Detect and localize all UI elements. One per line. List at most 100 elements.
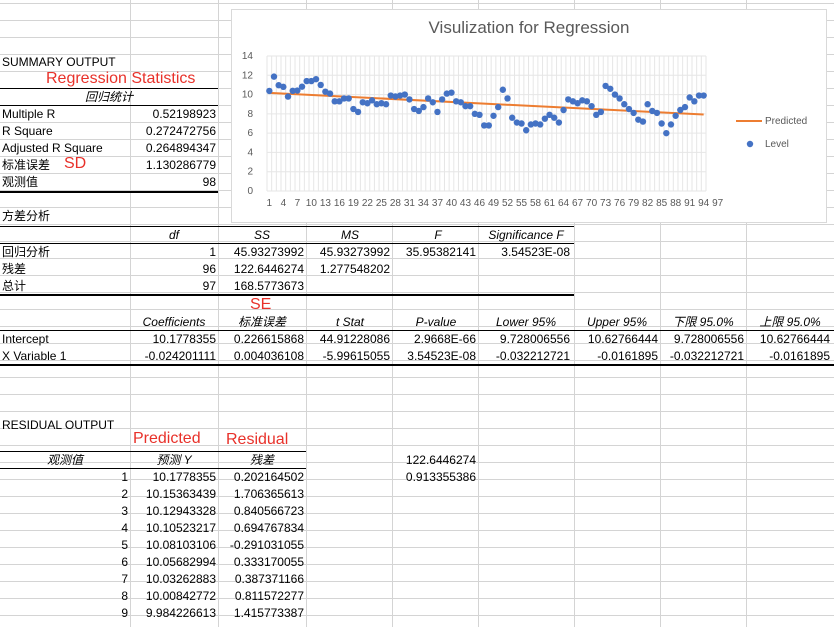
chart-title: Visulization for Regression	[428, 18, 630, 37]
stat-label: Multiple R	[2, 107, 56, 121]
y-tick-label: 6	[247, 128, 253, 139]
residual-obs: 2	[121, 487, 128, 501]
coef-header: 下限 95.0%	[672, 315, 734, 329]
y-tick-label: 14	[242, 51, 254, 62]
level-point	[284, 93, 292, 100]
level-point	[312, 75, 320, 83]
level-point	[695, 92, 703, 99]
coef-cell: 10.62766444	[587, 332, 658, 346]
level-point	[522, 127, 530, 134]
anova-header-f: F	[434, 228, 442, 242]
residual-predicted: 10.1778355	[152, 470, 216, 484]
x-tick-label: 28	[390, 198, 402, 209]
x-tick-label: 7	[295, 198, 301, 209]
residual-predicted: 10.05682994	[145, 555, 216, 569]
level-point	[541, 115, 549, 122]
coef-cell: -5.99615055	[322, 349, 390, 363]
coef-cell: -0.0161895	[597, 349, 658, 363]
coef-header: 上限 95.0%	[759, 315, 821, 329]
level-point	[672, 112, 679, 119]
level-point	[625, 105, 633, 113]
x-tick-label: 22	[362, 198, 374, 209]
residual-obs: 8	[121, 589, 128, 603]
residual-value: 1.415773387	[233, 606, 304, 620]
level-point	[593, 111, 600, 119]
residual-value: 0.202164502	[233, 470, 304, 484]
coef-cell: 9.728006556	[673, 332, 744, 346]
summary-title: SUMMARY OUTPUT	[2, 55, 116, 69]
coef-cell: -0.0161895	[769, 349, 830, 363]
residual-value: 0.694767834	[233, 521, 304, 535]
level-point	[354, 108, 362, 116]
x-tick-label: 91	[684, 198, 696, 209]
x-tick-label: 70	[586, 198, 598, 209]
residual-header: 预测 Y	[156, 453, 192, 467]
level-point	[406, 96, 413, 103]
level-point	[480, 122, 488, 129]
coef-header: t Stat	[335, 315, 364, 329]
residual-obs: 7	[121, 572, 128, 586]
level-point	[303, 77, 310, 85]
level-point	[266, 87, 273, 95]
anova-cell: 45.93273992	[233, 245, 304, 259]
level-point	[429, 99, 436, 106]
anova-cell: 1	[209, 245, 216, 259]
coef-cell: 3.54523E-08	[407, 349, 476, 363]
x-tick-label: 4	[281, 198, 287, 209]
anova-row-label: 总计	[2, 279, 27, 293]
y-tick-label: 10	[242, 90, 254, 101]
x-tick-label: 34	[418, 198, 430, 209]
level-point	[368, 97, 376, 104]
level-point	[494, 103, 502, 111]
level-point	[667, 121, 675, 128]
anova-cell: 45.93273992	[319, 245, 390, 259]
level-point	[518, 120, 525, 127]
y-tick-label: 0	[247, 186, 253, 197]
level-point	[686, 94, 693, 101]
coef-cell: 0.226615868	[233, 332, 304, 346]
level-point	[611, 91, 619, 98]
stat-label: 观测值	[2, 175, 39, 189]
regression-chart[interactable]: Visulization for Regression 0 2 4 6 8 10 12 14 1…	[231, 9, 827, 223]
level-point	[438, 96, 446, 103]
level-point	[574, 100, 581, 107]
level-point	[621, 101, 628, 108]
anova-cell: 35.95382141	[405, 245, 476, 259]
level-point	[607, 85, 614, 92]
level-point	[560, 106, 567, 114]
regression-stats-header: 回归统计	[84, 90, 133, 104]
x-tick-label: 82	[642, 198, 654, 209]
anova-cell: 3.54523E-08	[501, 245, 570, 259]
stat-label: Adjusted R Square	[2, 141, 103, 155]
coef-header: Upper 95%	[586, 315, 648, 329]
legend-level-swatch	[746, 140, 754, 148]
level-point	[691, 98, 698, 105]
x-tick-label: 97	[712, 198, 724, 209]
level-point	[616, 95, 623, 102]
anova-header-sigf: Significance F	[488, 228, 564, 242]
anova-row-label: 回归分析	[2, 245, 51, 259]
x-tick-label: 43	[460, 198, 472, 209]
x-tick-label: 13	[320, 198, 332, 209]
residual-predicted: 10.15363439	[145, 487, 216, 501]
level-point	[350, 105, 357, 113]
x-tick-label: 76	[614, 198, 626, 209]
coef-cell: 9.728006556	[499, 332, 570, 346]
coef-cell: 0.004036108	[233, 349, 304, 363]
anova-header-ms: MS	[341, 228, 359, 242]
x-tick-label: 85	[656, 198, 668, 209]
residual-value: 1.706365613	[233, 487, 304, 501]
level-point	[340, 95, 348, 102]
x-tick-label: 37	[432, 198, 444, 209]
residual-obs: 9	[121, 606, 128, 620]
anova-cell: 1.277548202	[319, 262, 390, 276]
residual-obs: 4	[121, 521, 128, 535]
level-point	[289, 87, 296, 95]
coef-header: 标准误差	[237, 315, 286, 329]
level-point	[681, 103, 689, 111]
level-point	[270, 73, 278, 80]
residual-annotation: Residual	[226, 431, 289, 448]
coef-header: Lower 95%	[495, 315, 557, 329]
stat-value: 0.264894347	[145, 141, 216, 155]
level-point	[602, 82, 609, 90]
